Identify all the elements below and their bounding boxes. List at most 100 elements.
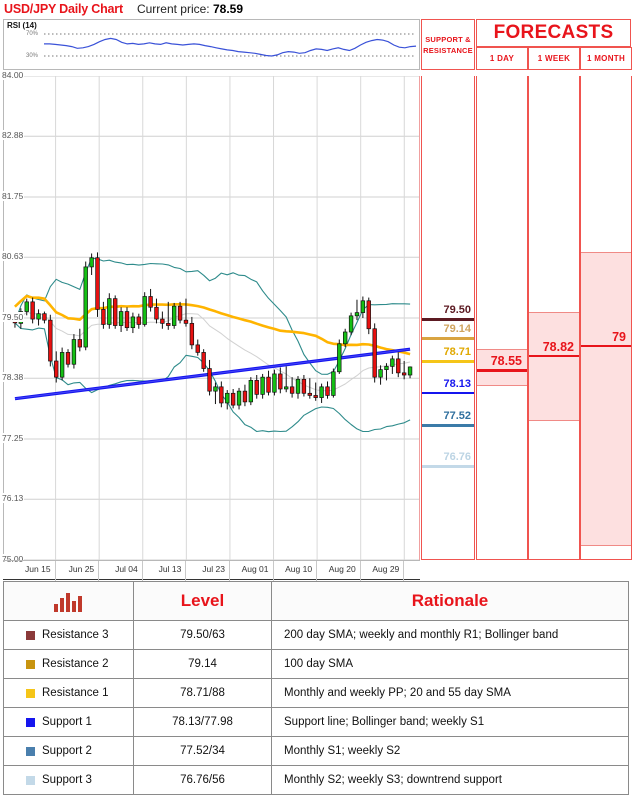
- sr-level-line: [422, 360, 474, 363]
- level-name-cell: Support 2: [4, 737, 134, 765]
- level-value-cell: 78.71/88: [134, 679, 272, 707]
- level-rationale: 200 day SMA; weekly and monthly R1; Boll…: [284, 629, 559, 641]
- level-name: Resistance 1: [42, 687, 109, 699]
- y-axis-tick: 80.63: [2, 251, 25, 262]
- forecast-column: 79: [580, 76, 632, 560]
- x-axis-tick: Jul 23: [202, 564, 225, 574]
- page-header: USD/JPY Daily Chart Current price: 78.59: [4, 0, 243, 18]
- forecast-column: 78.55: [476, 76, 528, 560]
- levels-table: Level Rationale Resistance 3 79.50/63 200 …: [3, 581, 629, 795]
- y-axis-tick: 77.25: [2, 433, 25, 443]
- x-axis-gridline: [228, 561, 230, 581]
- level-rationale-cell: 200 day SMA; weekly and monthly R1; Boll…: [272, 621, 628, 649]
- forecast-column: 78.82: [528, 76, 580, 560]
- forecast-column-header: 1 DAY: [476, 47, 528, 70]
- forecast-center-line: [529, 354, 579, 358]
- y-axis-tick: 75.00: [2, 554, 25, 564]
- forecast-range-band: [581, 252, 631, 546]
- x-axis-tick: Jul 13: [158, 564, 182, 574]
- forecast-center-line: [581, 344, 631, 348]
- sr-level-line: [422, 424, 474, 427]
- level-value: 79.50/63: [180, 629, 225, 641]
- x-axis-tick: Aug 10: [285, 564, 313, 574]
- sr-level-line: [422, 391, 474, 395]
- x-axis-gridline: [316, 561, 318, 581]
- level-value: 78.71/88: [180, 687, 225, 699]
- sr-level-line: [422, 318, 474, 321]
- table-row: Support 2 77.52/34 Monthly S1; weekly S2: [4, 737, 628, 766]
- level-value-cell: 79.14: [134, 650, 272, 678]
- level-rationale-cell: Support line; Bollinger band; weekly S1: [272, 708, 628, 736]
- forecast-column-header: 1 MONTH: [580, 47, 632, 70]
- level-color-swatch: [26, 746, 35, 756]
- table-row: Resistance 1 78.71/88 Monthly and weekly P…: [4, 679, 628, 708]
- rsi-line-chart: [44, 33, 417, 57]
- current-price-value: 78.59: [212, 2, 244, 16]
- level-rationale: Monthly S2; weekly S3; downtrend support: [284, 774, 502, 786]
- level-rationale: 100 day SMA: [284, 658, 354, 670]
- table-header-level: Level: [134, 582, 272, 620]
- level-name: Resistance 2: [42, 658, 109, 670]
- rsi-lower-label: 30%: [26, 53, 39, 59]
- y-axis-tick: 79.50: [2, 312, 25, 322]
- forecast-value: 78.55: [490, 354, 522, 369]
- x-axis-gridline: [272, 561, 274, 581]
- price-chart: [3, 76, 420, 560]
- table-row: Support 1 78.13/77.98 Support line; Bollin…: [4, 708, 628, 737]
- y-axis-tick: 76.13: [2, 493, 25, 504]
- level-name: Support 3: [42, 774, 92, 786]
- table-header-row: Level Rationale: [4, 582, 628, 621]
- table-header-rationale: Rationale: [411, 591, 489, 610]
- level-value-cell: 77.52/34: [134, 737, 272, 765]
- level-color-swatch: [26, 659, 35, 669]
- level-rationale-cell: Monthly S2; weekly S3; downtrend support: [272, 766, 628, 794]
- level-color-swatch: [26, 717, 35, 727]
- level-name-cell: Support 3: [4, 766, 134, 794]
- support-resistance-header: SUPPORT & RESISTANCE: [421, 19, 475, 70]
- forecast-value: 78.82: [542, 339, 574, 354]
- table-row: Resistance 2 79.14 100 day SMA: [4, 650, 628, 679]
- sr-level-line: [422, 465, 474, 468]
- y-axis-tick: 84.00: [2, 70, 25, 80]
- level-name-cell: Resistance 1: [4, 679, 134, 707]
- forecast-range-band: [529, 311, 579, 422]
- support-resistance-levels: 79.50 79.14 78.71 78.13 77.52 76.76: [421, 76, 475, 560]
- rsi-panel: RSI (14) 70% 30%: [3, 19, 420, 70]
- current-price-label: Current price:: [136, 2, 210, 16]
- table-row: Resistance 3 79.50/63 200 day SMA; weekly …: [4, 621, 628, 650]
- rsi-upper-label: 70%: [26, 31, 39, 37]
- level-value-cell: 78.13/77.98: [134, 708, 272, 736]
- level-name-cell: Resistance 2: [4, 650, 134, 678]
- level-name: Support 2: [42, 745, 92, 757]
- x-axis-tick: Jun 25: [68, 564, 95, 574]
- sr-header-line2: RESISTANCE: [423, 45, 473, 55]
- table-header-icon-cell: [4, 582, 134, 620]
- level-name-cell: Resistance 3: [4, 621, 134, 649]
- y-axis-tick: 81.75: [2, 191, 25, 201]
- x-axis: Jun 15 Jun 25 Jul 04 Jul 13 Jul 23 Aug 01 Aug …: [3, 560, 420, 581]
- level-value-cell: 79.50/63: [134, 621, 272, 649]
- sr-level-line: [422, 337, 474, 340]
- table-row: Support 3 76.76/56 Monthly S2; weekly S3; …: [4, 766, 628, 794]
- x-axis-tick: Aug 29: [372, 564, 400, 574]
- x-axis-tick: Aug 20: [328, 564, 356, 574]
- level-value: 78.13/77.98: [172, 716, 233, 728]
- level-name-cell: Support 1: [4, 708, 134, 736]
- level-rationale: Monthly S1; weekly S2: [284, 745, 401, 757]
- level-value: 77.52/34: [180, 745, 225, 757]
- x-axis-gridline: [185, 561, 187, 581]
- sr-level-value: 79.14: [443, 323, 471, 336]
- bar-chart-icon: [53, 593, 82, 612]
- current-price: Current price: 78.59: [137, 2, 243, 16]
- sr-level-value: 78.13: [443, 377, 471, 390]
- x-axis-gridline: [98, 561, 100, 581]
- sr-level-value: 77.52: [443, 410, 471, 423]
- forecast-value: 79: [612, 329, 626, 344]
- sr-level-value: 79.50: [443, 304, 471, 316]
- sr-level-value: 78.71: [443, 346, 471, 359]
- sr-level-value: 76.76: [443, 451, 471, 464]
- x-axis-tick: Jun 15: [25, 564, 51, 574]
- forecast-column-header: 1 WEEK: [528, 47, 580, 70]
- forecast-range-band: [477, 349, 527, 386]
